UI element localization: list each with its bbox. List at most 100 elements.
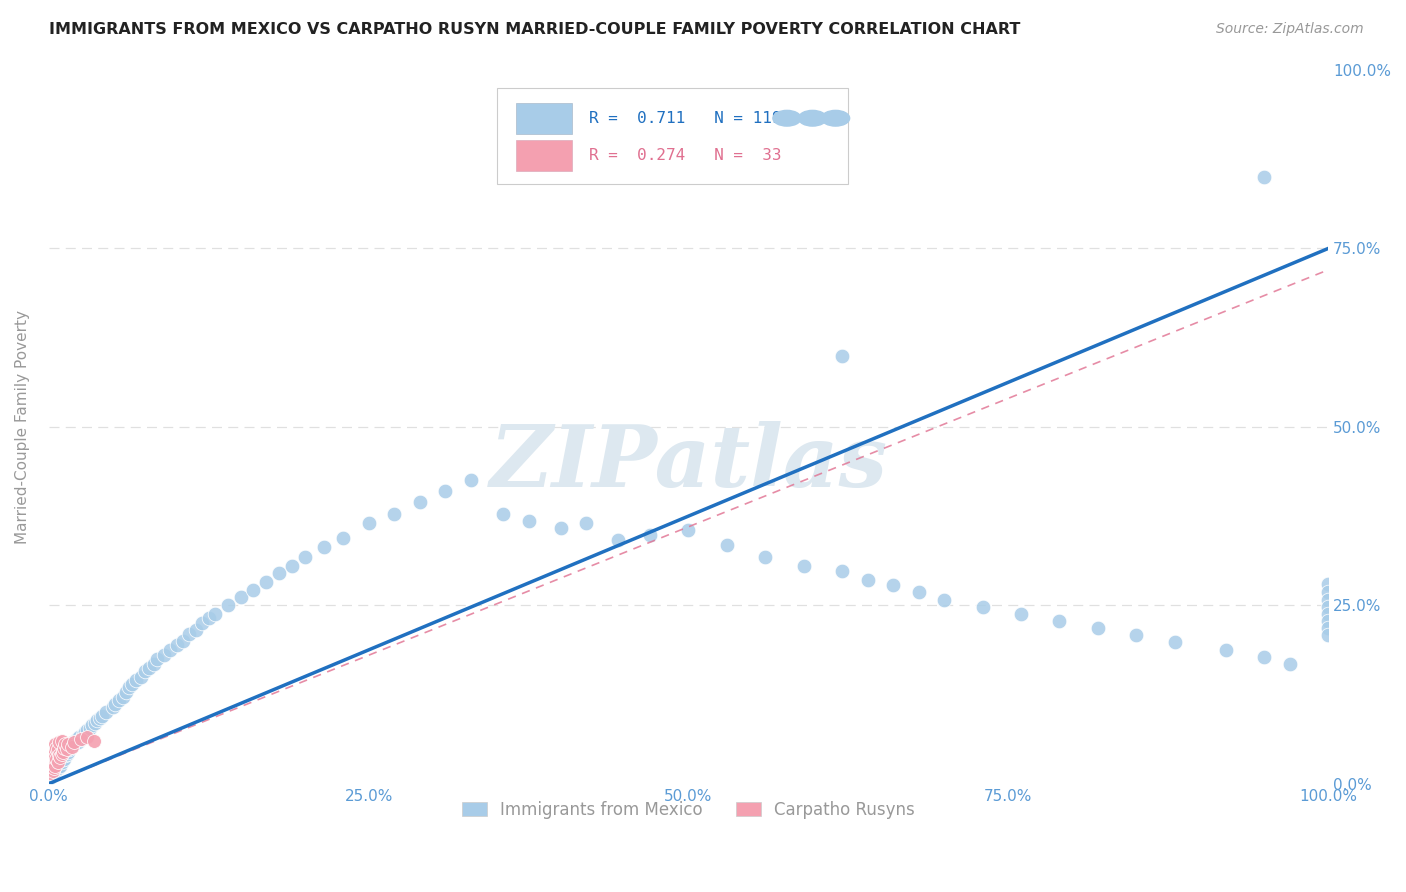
Point bbox=[146, 652, 169, 666]
Point bbox=[55, 742, 77, 756]
Point bbox=[678, 524, 700, 538]
Point bbox=[69, 731, 91, 745]
Point bbox=[121, 677, 143, 691]
Point bbox=[39, 763, 62, 777]
Point bbox=[754, 549, 776, 564]
Circle shape bbox=[773, 111, 801, 126]
Point bbox=[1278, 657, 1301, 671]
Point bbox=[55, 748, 77, 763]
Point bbox=[83, 716, 105, 731]
Point bbox=[91, 709, 114, 723]
Point bbox=[179, 627, 201, 641]
Point bbox=[294, 549, 316, 564]
Point bbox=[44, 756, 66, 771]
Point bbox=[357, 516, 380, 531]
Point bbox=[1317, 621, 1340, 635]
Point bbox=[217, 599, 239, 613]
Point bbox=[1010, 607, 1032, 621]
Point bbox=[45, 752, 67, 766]
Point bbox=[39, 763, 62, 777]
Point bbox=[492, 507, 515, 521]
FancyBboxPatch shape bbox=[516, 140, 572, 171]
Point bbox=[460, 474, 482, 488]
Point bbox=[382, 507, 405, 521]
Text: ZIPatlas: ZIPatlas bbox=[489, 421, 887, 504]
Point bbox=[56, 738, 79, 752]
Point bbox=[1049, 614, 1071, 628]
Point bbox=[1317, 599, 1340, 614]
Point bbox=[45, 756, 67, 770]
Point bbox=[41, 749, 63, 764]
Point bbox=[69, 732, 91, 747]
Point bbox=[63, 735, 86, 749]
Point bbox=[191, 616, 214, 631]
Point bbox=[242, 582, 264, 597]
Point bbox=[60, 739, 83, 754]
Point bbox=[42, 761, 65, 775]
Text: Source: ZipAtlas.com: Source: ZipAtlas.com bbox=[1216, 22, 1364, 37]
Point bbox=[60, 738, 83, 752]
Point bbox=[831, 564, 853, 578]
Point bbox=[65, 734, 87, 748]
Point bbox=[41, 766, 63, 780]
Point bbox=[166, 638, 188, 652]
Point bbox=[53, 752, 76, 766]
Point bbox=[39, 759, 62, 773]
Point bbox=[42, 759, 65, 773]
Point bbox=[55, 747, 77, 761]
Point bbox=[332, 531, 354, 545]
Point bbox=[39, 770, 62, 784]
Point bbox=[409, 495, 432, 509]
Point bbox=[45, 763, 67, 777]
Point bbox=[575, 516, 598, 531]
Point bbox=[51, 756, 73, 770]
Point bbox=[58, 742, 80, 756]
Point bbox=[434, 484, 457, 499]
Point bbox=[48, 735, 70, 749]
FancyBboxPatch shape bbox=[516, 103, 572, 134]
Point bbox=[267, 566, 290, 581]
Point bbox=[153, 648, 176, 663]
Point bbox=[1253, 649, 1275, 664]
Y-axis label: Married-Couple Family Poverty: Married-Couple Family Poverty bbox=[15, 310, 30, 544]
Point bbox=[517, 514, 540, 528]
Point bbox=[48, 748, 70, 763]
Point bbox=[172, 634, 194, 648]
Point bbox=[46, 756, 69, 771]
Point bbox=[39, 748, 62, 763]
Point bbox=[204, 607, 226, 621]
Point bbox=[42, 754, 65, 768]
Point bbox=[73, 725, 96, 739]
Point bbox=[55, 738, 77, 752]
Point bbox=[1163, 635, 1185, 649]
Point bbox=[1215, 642, 1237, 657]
Point bbox=[63, 738, 86, 752]
Circle shape bbox=[821, 111, 849, 126]
Point bbox=[118, 681, 141, 695]
Point bbox=[41, 763, 63, 777]
Point bbox=[1317, 607, 1340, 621]
Point bbox=[1317, 585, 1340, 599]
Point bbox=[114, 685, 136, 699]
Point bbox=[39, 766, 62, 780]
Point bbox=[934, 592, 956, 607]
Point bbox=[1317, 592, 1340, 607]
Point bbox=[1087, 621, 1109, 635]
Point bbox=[281, 559, 304, 574]
Point bbox=[96, 706, 118, 720]
Point bbox=[48, 754, 70, 768]
Point bbox=[125, 673, 148, 688]
Point bbox=[86, 713, 108, 727]
Point bbox=[184, 624, 207, 638]
Point bbox=[111, 690, 134, 704]
Point bbox=[49, 749, 72, 764]
Point bbox=[46, 756, 69, 770]
Point bbox=[67, 735, 90, 749]
Text: R =  0.711   N = 119: R = 0.711 N = 119 bbox=[589, 111, 782, 126]
Point bbox=[1125, 628, 1147, 642]
Point bbox=[793, 559, 815, 574]
Point bbox=[59, 739, 82, 754]
Point bbox=[108, 692, 131, 706]
Point bbox=[1317, 614, 1340, 628]
Point bbox=[83, 734, 105, 748]
